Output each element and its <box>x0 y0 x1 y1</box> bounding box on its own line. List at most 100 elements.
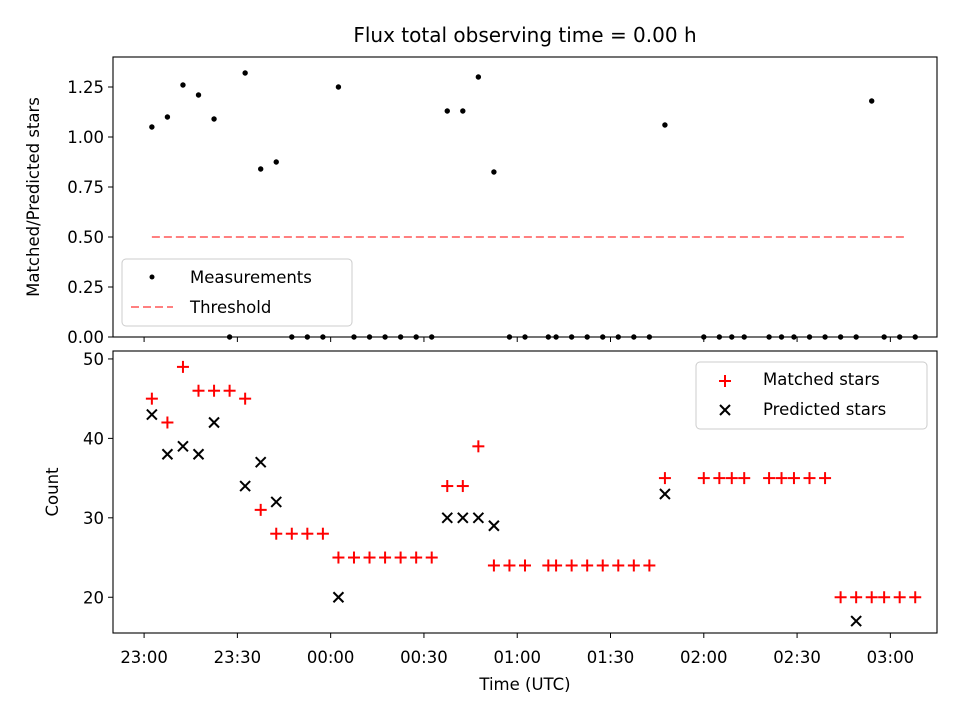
measurement-point <box>195 92 202 98</box>
matched-star-point <box>301 527 314 540</box>
bottom-y-tick-label: 50 <box>83 350 104 369</box>
x-tick-label: 23:30 <box>214 648 262 667</box>
predicted-star-point <box>161 448 174 460</box>
measurement-point <box>180 82 186 88</box>
matched-star-point <box>565 559 578 572</box>
legend-predicted-label: Predicted stars <box>763 400 886 419</box>
matched-star-point <box>161 416 174 429</box>
legend-predicted-marker <box>719 404 731 416</box>
matched-star-point <box>643 559 656 572</box>
matched-star-point <box>145 392 158 405</box>
bottom-y-axis-label: Count <box>43 467 62 517</box>
measurement-point <box>662 122 668 128</box>
matched-star-point <box>909 591 922 604</box>
top-y-tick-label: 1.25 <box>67 78 104 97</box>
matched-star-point <box>472 440 485 453</box>
predicted-star-point <box>192 448 205 460</box>
top-plot-area: 0.00 0.25 0.50 0.75 1.00 1.25 <box>67 70 918 347</box>
x-tick-label: 00:00 <box>307 648 355 667</box>
matched-star-point <box>425 551 438 564</box>
top-y-axis-label: Matched/Predicted stars <box>24 97 43 297</box>
measurement-point <box>273 159 279 165</box>
bottom-legend-box <box>695 361 928 430</box>
matched-star-point <box>519 559 531 572</box>
matched-star-point <box>379 551 392 564</box>
matched-star-point <box>865 591 878 604</box>
predicted-star-point <box>457 512 469 524</box>
bottom-y-tick-label: 40 <box>83 429 104 448</box>
matched-star-point <box>725 472 738 485</box>
matched-star-point <box>487 559 500 572</box>
matched-star-point <box>410 551 423 564</box>
predicted-star-point <box>850 615 862 627</box>
measurement-point <box>257 166 264 172</box>
matched-star-point <box>332 551 345 564</box>
matched-star-point <box>627 559 640 572</box>
matched-star-point <box>316 527 329 540</box>
matched-star-point <box>441 480 454 493</box>
predicted-star-point <box>239 480 251 492</box>
legend-matched-marker <box>719 375 731 387</box>
predicted-star-point <box>177 440 189 453</box>
predicted-star-point <box>254 456 267 468</box>
bottom-legend: Matched stars Predicted stars <box>695 361 928 430</box>
measurement-point <box>491 169 497 175</box>
measurement-point <box>869 98 875 104</box>
matched-star-point <box>612 559 625 572</box>
x-tick-label: 03:00 <box>867 648 915 667</box>
bottom-plot-frame <box>112 350 938 634</box>
predicted-star-point <box>146 408 158 421</box>
legend-threshold-label: Threshold <box>189 298 271 317</box>
x-axis-label: Time (UTC) <box>478 675 570 694</box>
matched-star-point <box>850 591 863 604</box>
top-y-tick-label: 0.00 <box>67 328 104 347</box>
top-y-tick-label: 0.50 <box>67 228 104 247</box>
bottom-y-tick-label: 20 <box>83 588 104 607</box>
matched-star-point <box>254 503 267 516</box>
matched-star-point <box>208 384 221 397</box>
matched-star-point <box>270 527 283 540</box>
top-plot-frame <box>112 56 938 338</box>
top-y-tick-label: 0.75 <box>67 178 104 197</box>
x-tick-label: 02:00 <box>680 648 728 667</box>
matched-star-point <box>893 591 906 604</box>
matched-star-point <box>596 559 609 572</box>
x-tick-label: 23:00 <box>120 648 168 667</box>
matched-star-point <box>394 551 407 564</box>
top-chart-title: Flux total observing time = 0.00 h <box>353 23 696 47</box>
matched-star-point <box>550 559 563 572</box>
predicted-star-point <box>659 488 671 500</box>
matched-star-point <box>223 384 236 397</box>
measurement-point <box>149 124 155 130</box>
matched-star-point <box>803 472 816 485</box>
measurement-point <box>335 84 342 90</box>
measurement-point <box>444 108 450 114</box>
measurement-point <box>164 114 171 120</box>
matched-star-point <box>775 472 788 485</box>
predicted-star-point <box>441 512 453 524</box>
bottom-y-tick-label: 30 <box>83 509 104 528</box>
matched-star-point <box>738 472 751 485</box>
matched-star-point <box>239 392 252 405</box>
matched-star-point <box>787 472 800 485</box>
x-tick-label: 00:30 <box>400 648 448 667</box>
matched-star-point <box>347 551 360 564</box>
x-tick-label: 01:00 <box>493 648 541 667</box>
matched-star-point <box>819 472 832 485</box>
matched-star-point <box>363 551 376 564</box>
matched-star-point <box>658 472 671 485</box>
bottom-plot-area: 20 30 40 50 23:00 23:30 00:00 00:30 01:00 01:30 02… <box>83 350 922 667</box>
measurement-point <box>475 74 482 80</box>
measurement-point <box>211 116 217 122</box>
matched-star-point <box>713 472 726 485</box>
x-tick-label: 02:30 <box>773 648 821 667</box>
top-legend: Measurements Threshold <box>121 258 353 327</box>
predicted-star-point <box>208 416 220 429</box>
top-y-tick-label: 0.25 <box>67 278 104 297</box>
top-legend-box <box>121 258 353 327</box>
predicted-star-point <box>488 520 500 532</box>
matched-star-point <box>697 472 710 485</box>
matched-star-point <box>834 591 847 604</box>
